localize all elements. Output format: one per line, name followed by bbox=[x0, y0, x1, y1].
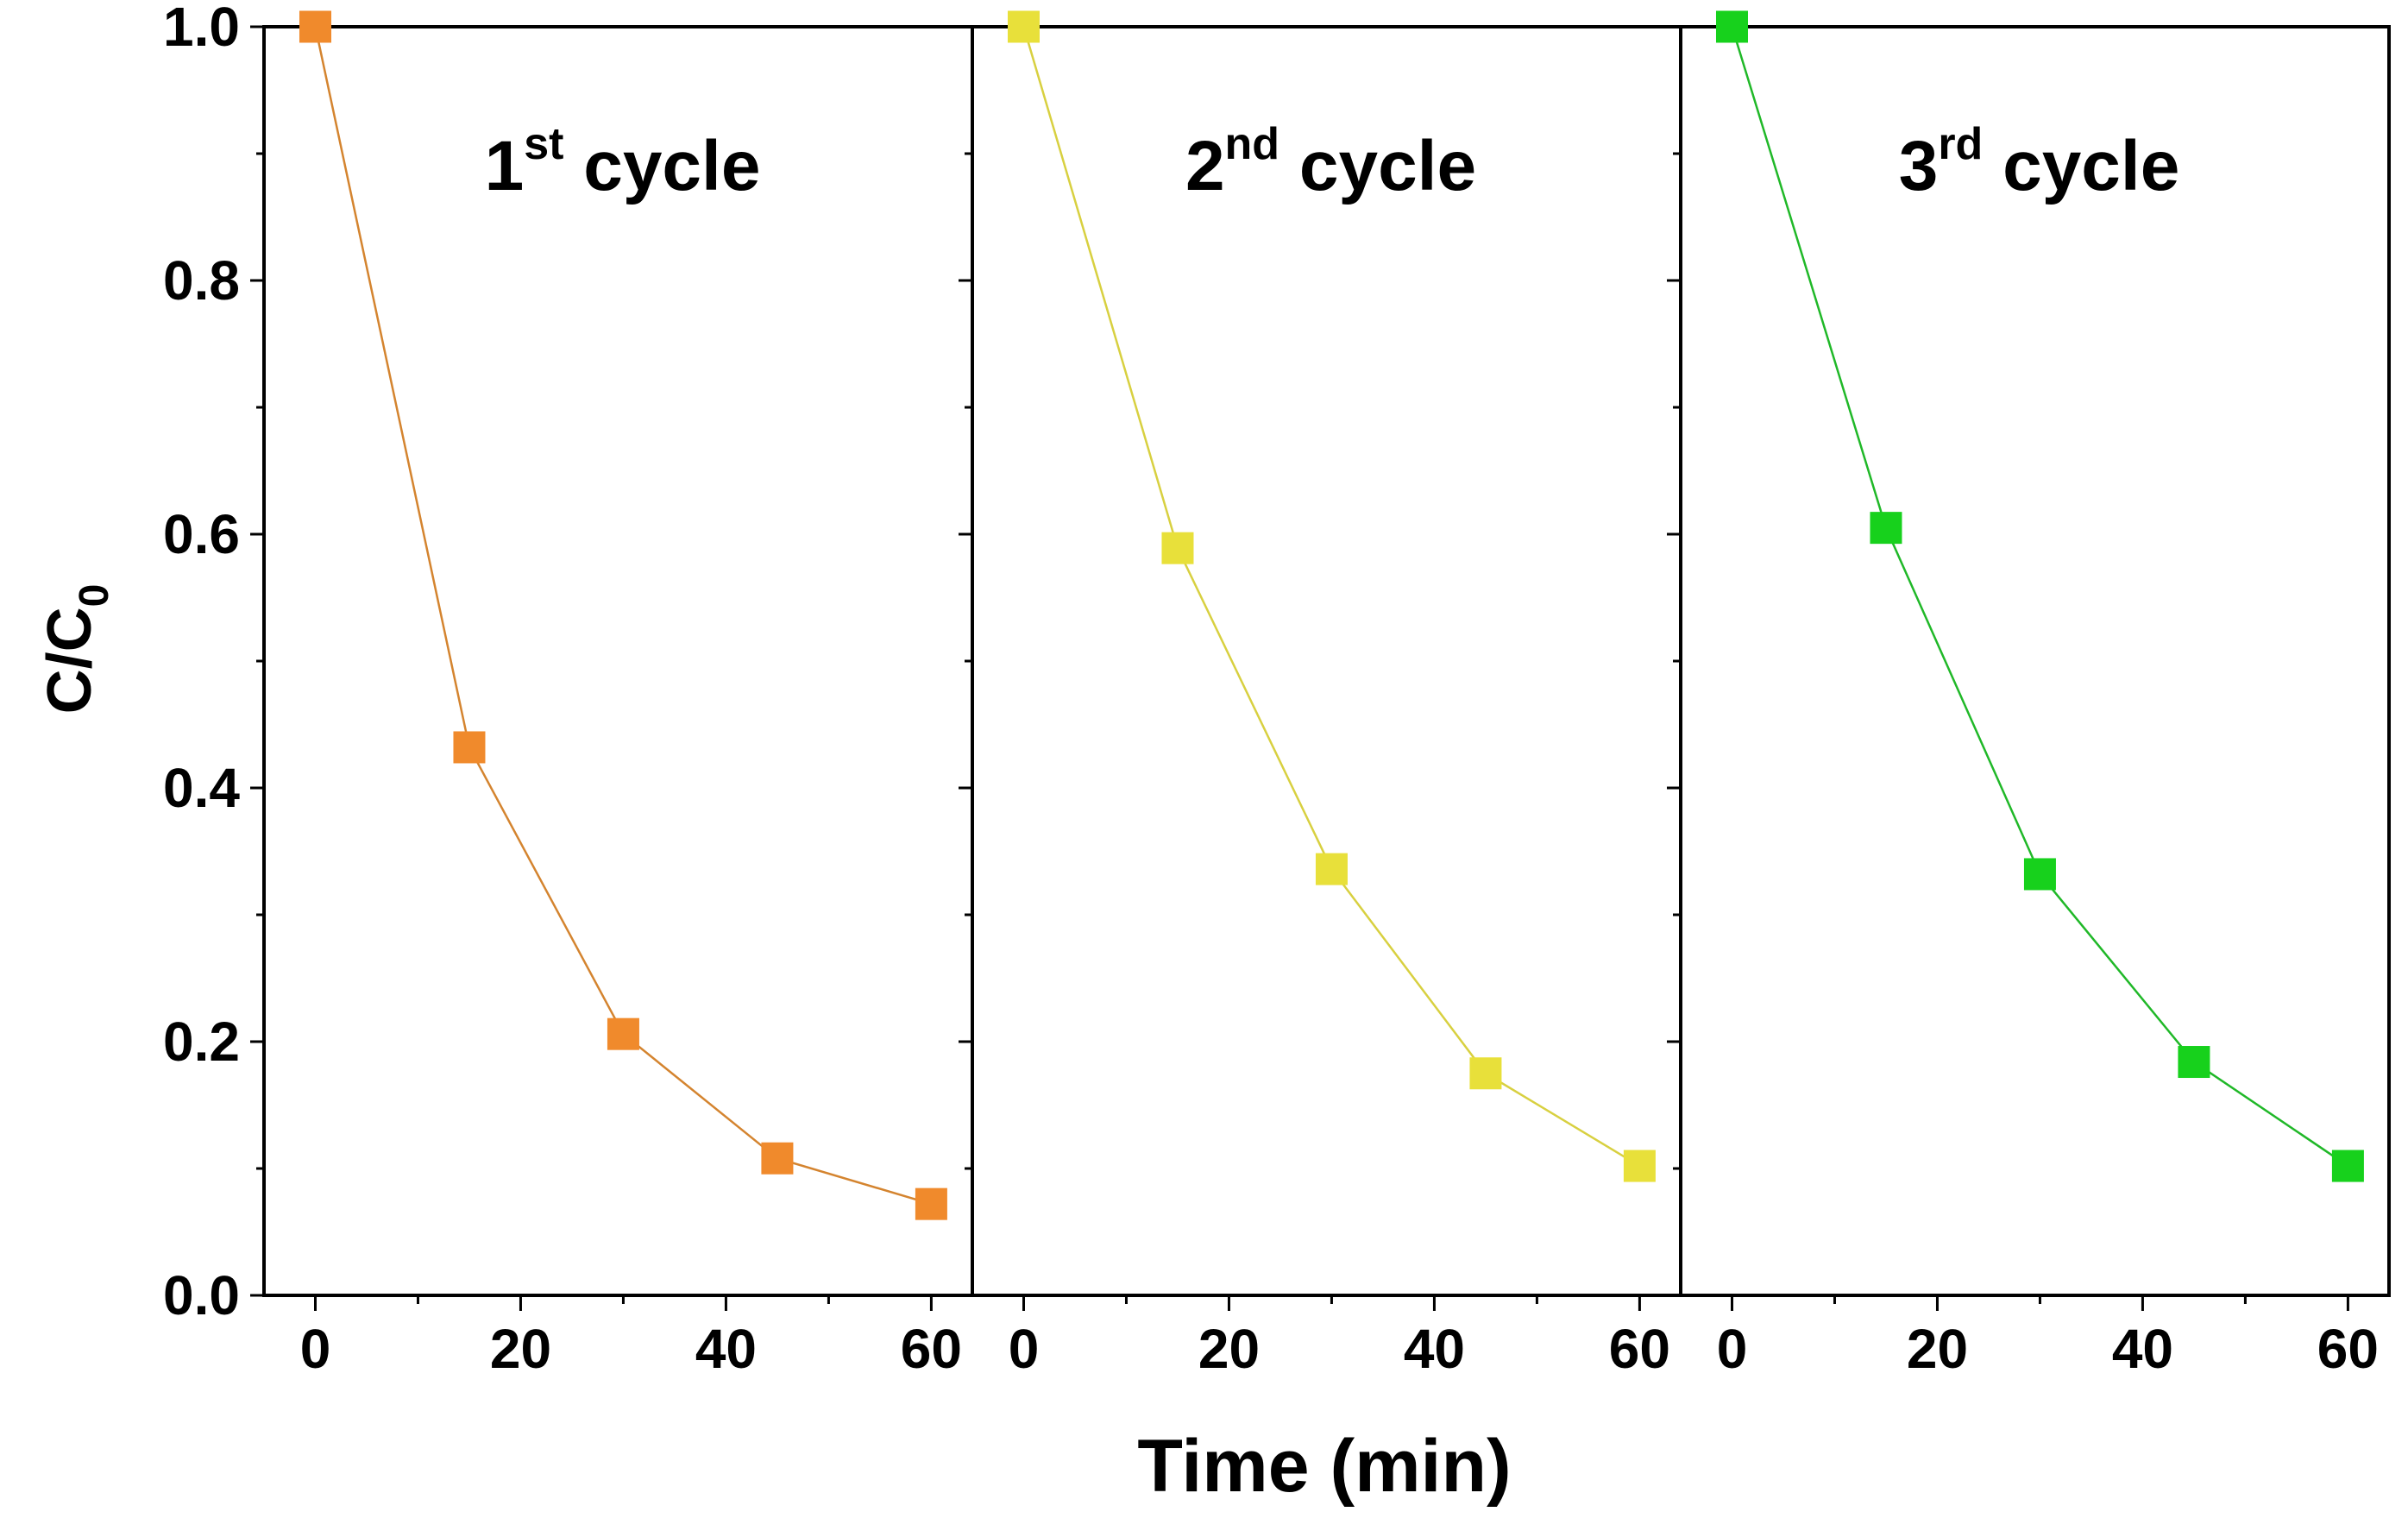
panel-3-frame bbox=[1679, 25, 2391, 1297]
panel-1-xtick-label: 60 bbox=[901, 1318, 962, 1380]
panel-2-xtick-label: 20 bbox=[1198, 1318, 1260, 1380]
panel-2-title-text: cycle bbox=[1279, 127, 1476, 205]
panel-3-xtick-label: 20 bbox=[1907, 1318, 1968, 1380]
ytick-label: 0.4 bbox=[163, 757, 240, 819]
panel-3-xtick-label: 40 bbox=[2112, 1318, 2173, 1380]
panel-3-title-text: cycle bbox=[1983, 127, 2179, 205]
panel-1-title-superscript: st bbox=[524, 119, 563, 169]
panel-3-title: 3rd cycle bbox=[1899, 119, 2180, 205]
panel-2-data-point bbox=[1469, 1057, 1502, 1090]
panel-1-data-point bbox=[915, 1187, 947, 1220]
panel-1-data-point bbox=[607, 1017, 639, 1050]
panel-2-data-point bbox=[1315, 853, 1348, 885]
data-layer bbox=[299, 10, 2364, 1220]
panel-1-title-text: cycle bbox=[563, 127, 760, 205]
axes-layer: 0 20 40 60 1st cycle 0 20 40 60 2nd cycle 0 20 40 60 3… bbox=[163, 0, 2391, 1380]
panel-3-xtick-label: 0 bbox=[1717, 1318, 1748, 1380]
x-axis-label: Time (min) bbox=[1137, 1425, 1511, 1508]
panel-2-title-superscript: nd bbox=[1225, 119, 1280, 169]
panel-3-data-point bbox=[1715, 10, 1748, 43]
panel-2-data-point bbox=[1161, 532, 1194, 564]
panel-3-data-point bbox=[1870, 512, 1902, 545]
panel-2-xtick-label: 0 bbox=[1009, 1318, 1040, 1380]
panel-3-data-point bbox=[2331, 1150, 2364, 1182]
panel-2-data-point bbox=[1007, 10, 1040, 43]
text-layer: C/C0 Time (min) bbox=[35, 584, 1512, 1508]
panel-2-title: 2nd cycle bbox=[1185, 119, 1476, 205]
panel-3-data-point bbox=[2023, 858, 2056, 891]
ytick-label: 0.6 bbox=[163, 503, 240, 565]
panel-1-xtick-label: 0 bbox=[300, 1318, 331, 1380]
ytick-label: 0.8 bbox=[163, 249, 240, 312]
panel-1-data-point bbox=[299, 10, 331, 43]
y-axis-label: C/C0 bbox=[35, 584, 117, 715]
panel-2-frame bbox=[971, 25, 1682, 1297]
panel-3-data-point bbox=[2178, 1046, 2210, 1079]
panel-1-title: 1st cycle bbox=[485, 119, 761, 205]
ytick-label: 0.0 bbox=[163, 1264, 240, 1326]
y-axis-label-main: C/C bbox=[35, 607, 104, 714]
panel-3-title-superscript: rd bbox=[1938, 119, 1983, 169]
panel-3-xtick-label: 60 bbox=[2317, 1318, 2379, 1380]
ytick-label: 1.0 bbox=[163, 0, 240, 58]
y-axis-label-subscript: 0 bbox=[72, 584, 117, 608]
panel-2-title-number: 2 bbox=[1185, 127, 1225, 205]
panel-3-title-number: 3 bbox=[1899, 127, 1939, 205]
panel-2-data-point bbox=[1623, 1150, 1656, 1182]
ytick-label: 0.2 bbox=[163, 1011, 240, 1073]
panel-1-xtick-label: 40 bbox=[695, 1318, 757, 1380]
panel-1-title-number: 1 bbox=[485, 127, 525, 205]
panel-2-xtick-label: 40 bbox=[1404, 1318, 1465, 1380]
panel-1-xtick-label: 20 bbox=[490, 1318, 551, 1380]
panel-1-data-point bbox=[453, 731, 486, 764]
panel-1-frame bbox=[262, 25, 974, 1297]
panel-1-data-point bbox=[761, 1142, 794, 1175]
panel-2-xtick-label: 60 bbox=[1609, 1318, 1670, 1380]
